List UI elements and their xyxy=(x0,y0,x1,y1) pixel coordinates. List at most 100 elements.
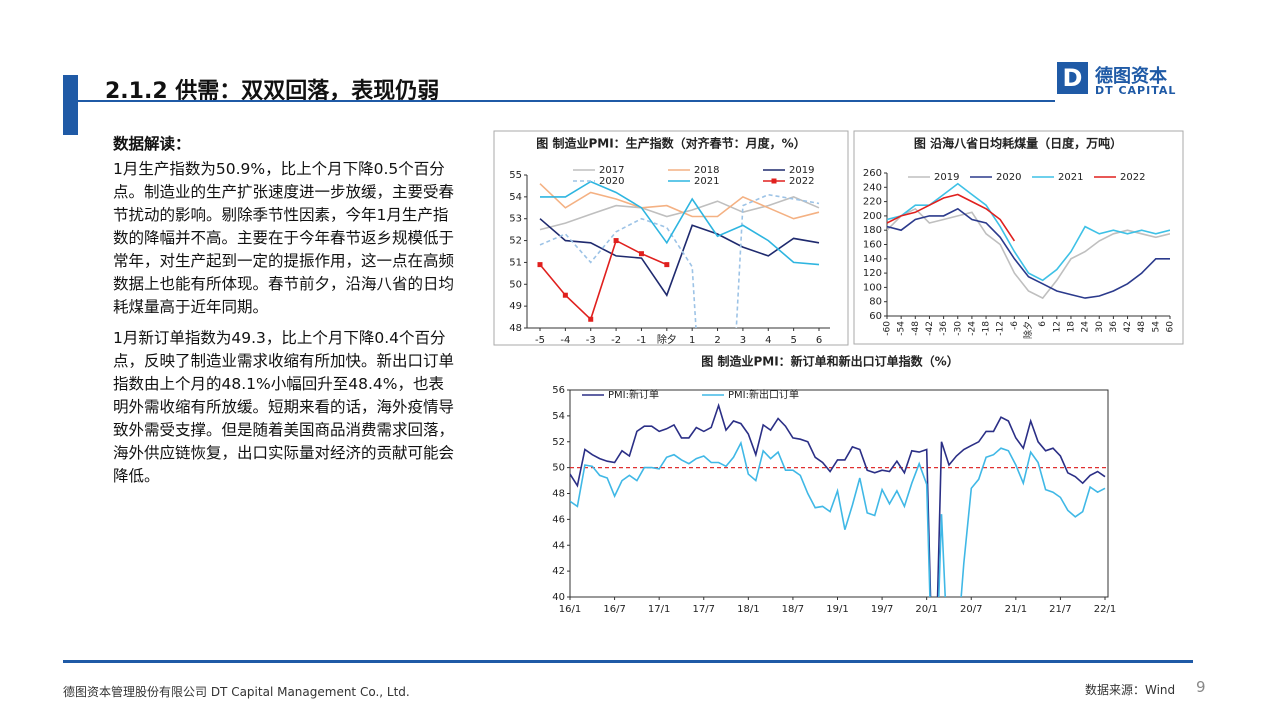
series-line xyxy=(539,196,820,231)
y-tick-label: 50 xyxy=(552,463,565,474)
paragraph: 1月生产指数为50.9%，比上个月下降0.5个百分点。制造业的生产扩张速度进一步… xyxy=(113,160,455,316)
x-tick-label: -18 xyxy=(982,321,992,336)
series-line xyxy=(539,193,820,328)
slide-title: 2.1.2 供需：双双回落，表现仍弱 xyxy=(105,79,440,104)
chart-title: 图 制造业PMI：新订单和新出口订单指数（%） xyxy=(701,354,958,369)
x-tick-label: -30 xyxy=(953,321,963,336)
legend-marker xyxy=(771,178,777,184)
y-tick-label: 48 xyxy=(509,323,522,334)
point-marker xyxy=(638,251,644,257)
x-tick-label: -6 xyxy=(1010,321,1020,330)
point-marker xyxy=(588,316,594,322)
x-tick-label: 12 xyxy=(1052,321,1062,332)
legend-label: PMI:新出口订单 xyxy=(728,388,799,401)
y-tick-label: 55 xyxy=(509,170,522,181)
text-heading: 数据解读： xyxy=(113,135,191,153)
y-tick-label: 50 xyxy=(509,279,522,290)
chart: 图 沿海八省日均耗煤量（日度，万吨） 60 80 100 120 140 160 180 200… xyxy=(853,130,1184,345)
x-tick-label: 42 xyxy=(1123,321,1133,332)
title-rule xyxy=(63,100,1055,102)
legend-label: 2022 xyxy=(789,176,814,187)
y-tick-label: 180 xyxy=(863,225,882,236)
y-tick-label: 52 xyxy=(552,437,565,448)
legend-label: 2022 xyxy=(1120,172,1145,183)
legend-label: 2021 xyxy=(694,176,719,187)
legend-label: 2019 xyxy=(789,165,814,176)
y-tick-label: 140 xyxy=(863,254,882,265)
x-tick-label: 21/1 xyxy=(1005,604,1027,615)
x-tick-label: 24 xyxy=(1081,321,1091,333)
point-marker xyxy=(537,262,543,268)
y-tick-label: 53 xyxy=(509,214,522,225)
y-tick-label: 52 xyxy=(509,236,522,247)
x-tick-label: 54 xyxy=(1151,321,1161,333)
footer-source: 数据来源：Wind xyxy=(1085,683,1176,697)
legend-label: 2020 xyxy=(996,172,1021,183)
x-tick-label: 19/7 xyxy=(871,604,893,615)
x-tick-label: 6 xyxy=(816,335,822,346)
point-marker xyxy=(613,238,619,244)
y-tick-label: 80 xyxy=(869,297,882,308)
x-tick-label: 19/1 xyxy=(826,604,848,615)
y-tick-label: 40 xyxy=(552,592,565,603)
series-line xyxy=(887,182,1170,282)
x-tick-label: 30 xyxy=(1095,321,1105,333)
legend-label: 2019 xyxy=(934,172,959,183)
series-line xyxy=(570,440,1106,597)
y-tick-label: 48 xyxy=(552,489,565,500)
series-line xyxy=(887,193,1016,242)
series-line xyxy=(887,207,1170,299)
y-tick-label: 200 xyxy=(863,211,882,222)
x-tick-label: 48 xyxy=(1137,321,1147,333)
x-tick-label: 16/7 xyxy=(603,604,625,615)
y-tick-label: 54 xyxy=(552,411,565,422)
footer-company: 德图资本管理股份有限公司 DT Capital Management Co., … xyxy=(63,685,410,699)
x-tick-label: 36 xyxy=(1109,321,1119,333)
point-marker xyxy=(664,262,670,268)
x-tick-label: 除夕 xyxy=(1022,321,1034,339)
series-line xyxy=(570,402,1106,597)
x-tick-label: -36 xyxy=(939,321,949,336)
x-tick-label: -24 xyxy=(967,321,977,336)
x-tick-label: 6 xyxy=(1038,321,1048,327)
legend-label: 2020 xyxy=(599,176,624,187)
page-number: 9 xyxy=(1196,678,1206,696)
legend-label: PMI:新订单 xyxy=(608,388,659,401)
x-tick-label: -42 xyxy=(925,321,935,336)
x-tick-label: 1 xyxy=(689,335,695,346)
series-line xyxy=(539,183,820,220)
x-tick-label: 22/1 xyxy=(1094,604,1116,615)
x-tick-label: 17/1 xyxy=(648,604,670,615)
x-tick-label: -5 xyxy=(535,335,545,346)
y-tick-label: 44 xyxy=(552,540,565,551)
logo-cn: 德图资本 xyxy=(1095,66,1167,87)
x-tick-label: 除夕 xyxy=(657,333,677,346)
x-tick-label: 18/1 xyxy=(737,604,759,615)
x-tick-label: 2 xyxy=(714,335,720,346)
chart-frame xyxy=(853,130,1184,345)
x-tick-label: 17/7 xyxy=(693,604,715,615)
y-tick-label: 42 xyxy=(552,566,565,577)
y-tick-label: 240 xyxy=(863,182,882,193)
paragraph: 1月新订单指数为49.3，比上个月下降0.4个百分点，反映了制造业需求收缩有所加… xyxy=(113,329,455,485)
y-tick-label: 56 xyxy=(552,385,565,396)
y-tick-label: 54 xyxy=(509,192,522,203)
x-tick-label: -2 xyxy=(611,335,621,346)
y-tick-label: 120 xyxy=(863,268,882,279)
x-tick-label: 60 xyxy=(1166,321,1176,333)
y-tick-label: 49 xyxy=(509,301,522,312)
x-tick-label: 21/7 xyxy=(1049,604,1071,615)
y-tick-label: 160 xyxy=(863,240,882,251)
series-line xyxy=(540,180,820,266)
title-bar xyxy=(63,75,78,135)
x-tick-label: -12 xyxy=(996,321,1006,336)
x-tick-label: -1 xyxy=(636,335,646,346)
series-line xyxy=(539,218,820,297)
series-line xyxy=(539,239,668,321)
logo-en: DT CAPITAL xyxy=(1095,84,1177,97)
y-tick-label: 100 xyxy=(863,282,882,293)
x-tick-label: 18/7 xyxy=(782,604,804,615)
x-tick-label: 20/1 xyxy=(915,604,937,615)
legend-label: 2021 xyxy=(1058,172,1083,183)
